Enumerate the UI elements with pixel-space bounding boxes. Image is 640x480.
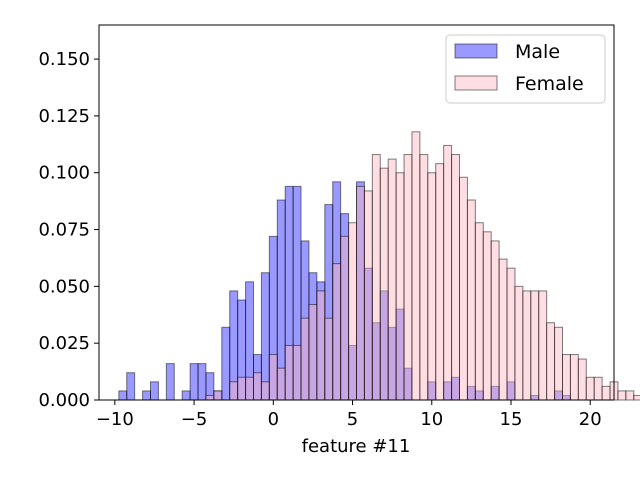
bar-female bbox=[363, 190, 373, 401]
bar-female bbox=[522, 290, 532, 401]
bar-female bbox=[332, 263, 342, 401]
bar-female bbox=[411, 131, 421, 401]
legend-box bbox=[445, 34, 606, 104]
legend-swatch-female bbox=[454, 75, 498, 91]
y-tick-label: 0.125 bbox=[38, 106, 90, 127]
x-axis-label: feature #11 bbox=[302, 436, 411, 457]
bar-male bbox=[150, 381, 159, 401]
bar-female bbox=[530, 290, 540, 401]
bar-female bbox=[498, 258, 508, 401]
bar-female bbox=[427, 172, 437, 401]
bar-male bbox=[197, 363, 207, 401]
bar-female bbox=[459, 176, 468, 401]
y-tick-label: 0.000 bbox=[38, 390, 90, 411]
bar-male bbox=[221, 326, 231, 401]
x-tick-label: 20 bbox=[579, 409, 602, 430]
bar-female bbox=[625, 390, 635, 401]
x-tick-label: 15 bbox=[500, 409, 523, 430]
bar-female bbox=[253, 372, 262, 401]
bar-female bbox=[308, 304, 318, 401]
y-tick-label: 0.150 bbox=[38, 49, 90, 70]
bar-female bbox=[435, 163, 445, 401]
bar-female bbox=[546, 322, 556, 401]
bar-male bbox=[181, 390, 191, 401]
bar-female bbox=[577, 358, 587, 401]
y-tick-label: 0.050 bbox=[38, 276, 90, 297]
bar-female bbox=[395, 172, 405, 401]
bar-female bbox=[276, 367, 286, 401]
bar-female bbox=[300, 317, 310, 401]
bar-male bbox=[260, 272, 270, 401]
legend: Male Female bbox=[445, 34, 606, 104]
bar-male bbox=[165, 363, 175, 401]
y-tick-label: 0.025 bbox=[38, 333, 90, 354]
bar-female bbox=[419, 154, 429, 401]
bar-female bbox=[324, 317, 334, 401]
bar-female bbox=[593, 376, 603, 401]
bar-female bbox=[466, 199, 476, 401]
series-male bbox=[118, 181, 571, 401]
bar-female bbox=[514, 285, 524, 401]
bar-female bbox=[633, 394, 640, 401]
bar-female bbox=[268, 354, 278, 401]
bar-female bbox=[506, 267, 516, 401]
bar-female bbox=[443, 144, 453, 401]
bar-female bbox=[562, 354, 571, 401]
bar-female bbox=[237, 376, 247, 401]
axes-frame bbox=[98, 24, 615, 401]
bar-female bbox=[601, 385, 611, 401]
bar-female bbox=[617, 390, 627, 401]
bar-female bbox=[490, 240, 500, 401]
bar-female bbox=[316, 290, 326, 401]
bar-female bbox=[229, 381, 239, 401]
plot-bars bbox=[118, 131, 640, 401]
bar-female bbox=[340, 235, 350, 401]
bar-female bbox=[348, 222, 357, 401]
bar-female bbox=[284, 344, 294, 401]
legend-swatch-male bbox=[454, 43, 498, 59]
bar-female bbox=[387, 158, 397, 401]
bar-female bbox=[260, 381, 270, 401]
bar-female bbox=[213, 390, 223, 401]
bar-female bbox=[356, 185, 365, 401]
y-tick-label: 0.100 bbox=[38, 163, 90, 184]
bar-female bbox=[371, 154, 381, 401]
bar-female bbox=[569, 354, 579, 401]
y-axis-ticks: 0.000 0.025 0.050 0.075 0.100 0.125 0.150 bbox=[38, 49, 99, 411]
x-tick-label: −10 bbox=[96, 409, 134, 430]
x-tick-label: 0 bbox=[268, 409, 279, 430]
bar-male bbox=[189, 363, 199, 401]
x-tick-label: 5 bbox=[347, 409, 358, 430]
bar-female bbox=[379, 167, 389, 401]
legend-label-male: Male bbox=[515, 41, 560, 63]
y-tick-label: 0.075 bbox=[38, 220, 90, 241]
bar-male bbox=[118, 390, 128, 401]
bar-female bbox=[292, 344, 302, 401]
bar-female bbox=[451, 154, 460, 401]
bar-male bbox=[142, 390, 152, 401]
legend-label-female: Female bbox=[515, 73, 584, 95]
bar-female bbox=[403, 154, 413, 401]
x-axis-ticks: −10 −5 0 5 10 15 20 bbox=[96, 400, 602, 430]
bar-female bbox=[585, 376, 595, 401]
x-tick-label: 10 bbox=[420, 409, 443, 430]
bar-male bbox=[126, 372, 136, 401]
bar-female bbox=[474, 222, 484, 401]
bar-female bbox=[245, 376, 255, 401]
bar-female bbox=[538, 290, 548, 401]
x-tick-label: −5 bbox=[181, 409, 208, 430]
bar-female bbox=[482, 231, 492, 401]
bar-female bbox=[554, 326, 564, 401]
bar-female bbox=[205, 394, 215, 401]
